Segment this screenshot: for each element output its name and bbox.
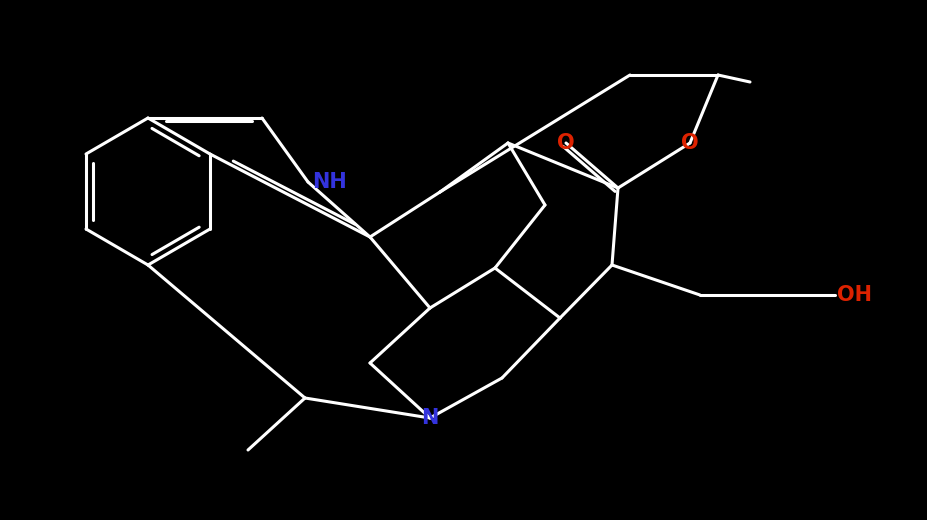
Text: N: N [421,408,438,428]
Text: NH: NH [311,172,347,192]
Text: OH: OH [836,285,871,305]
Text: O: O [680,133,698,153]
Text: O: O [556,133,574,153]
